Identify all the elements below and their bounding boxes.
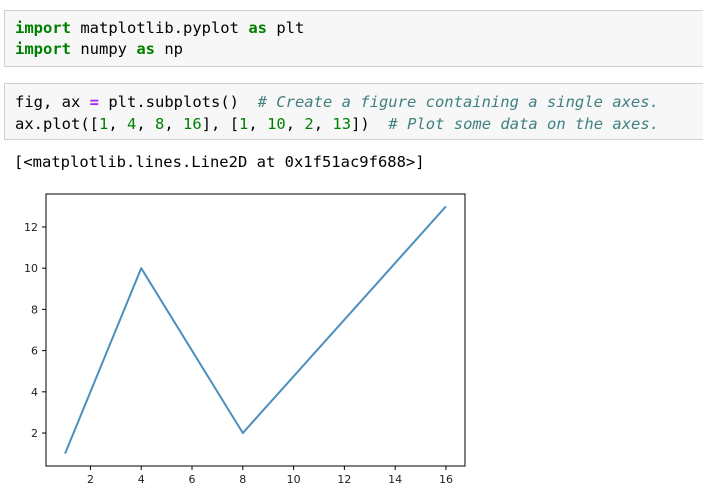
code-token-num: 10 [267, 115, 286, 133]
code-token-plain: , [136, 115, 156, 133]
code-token-kw: as [248, 19, 267, 37]
code-token-plain: fig, ax [15, 93, 90, 111]
code-line: import matplotlib.pyplot as plt [15, 17, 304, 39]
line-plot-output: 2 4 6 8 10 12 14 16 2 4 6 8 10 12 [24, 193, 466, 486]
code-token-plain: ax.plot([ [15, 115, 99, 133]
code-token-kw: as [136, 40, 155, 58]
x-tick-label: 16 [439, 473, 453, 486]
code-token-num: 1 [99, 115, 109, 133]
code-token-com: # Create a figure containing a single ax… [257, 93, 659, 111]
code-line: fig, ax = plt.subplots() # Create a figu… [15, 91, 659, 113]
code-token-plain: ], [ [201, 115, 240, 133]
code-token-num: 16 [183, 115, 202, 133]
code-cell-plot[interactable]: fig, ax = plt.subplots() # Create a figu… [4, 83, 703, 140]
series-line [64, 205, 447, 455]
code-token-plain: np [155, 40, 183, 58]
code-token-com: # Plot some data on the axes. [388, 115, 660, 133]
axes-frame [45, 193, 466, 467]
code-token-plain: numpy [71, 40, 137, 58]
code-token-plain: , [108, 115, 128, 133]
code-line: import numpy as np [15, 38, 183, 60]
x-tick-label: 2 [87, 473, 94, 486]
code-token-plain: , [313, 115, 333, 133]
y-tick-label: 12 [24, 221, 38, 234]
code-token-plain: , [164, 115, 184, 133]
code-token-plain: , [248, 115, 268, 133]
code-token-num: 1 [239, 115, 249, 133]
code-token-num: 4 [127, 115, 137, 133]
cell-output-text: [<matplotlib.lines.Line2D at 0x1f51ac9f6… [14, 153, 425, 171]
y-tick-label: 6 [31, 345, 38, 358]
x-tick-label: 6 [189, 473, 196, 486]
x-tick-label: 10 [287, 473, 301, 486]
code-token-plain: matplotlib.pyplot [71, 19, 249, 37]
y-tick-label: 2 [31, 427, 38, 440]
y-tick-label: 10 [24, 262, 38, 275]
x-tick-label: 12 [337, 473, 351, 486]
code-token-plain: ]) [351, 115, 389, 133]
code-token-plain: plt [266, 19, 305, 37]
code-token-kw: import [15, 19, 71, 37]
code-token-op: = [89, 93, 99, 111]
x-tick-label: 14 [388, 473, 402, 486]
y-tick-label: 4 [31, 386, 38, 399]
code-cell-imports[interactable]: import matplotlib.pyplot as plt import n… [4, 10, 703, 67]
code-token-plain: plt.subplots() [99, 93, 258, 111]
code-token-num: 8 [155, 115, 165, 133]
code-line: ax.plot([1, 4, 8, 16], [1, 10, 2, 13]) #… [15, 113, 659, 135]
y-tick-label: 8 [31, 303, 38, 316]
code-token-kw: import [15, 40, 71, 58]
code-token-num: 2 [304, 115, 314, 133]
x-tick-label: 4 [138, 473, 145, 486]
x-tick-label: 8 [239, 473, 246, 486]
code-token-plain: , [285, 115, 305, 133]
code-token-num: 13 [332, 115, 352, 133]
